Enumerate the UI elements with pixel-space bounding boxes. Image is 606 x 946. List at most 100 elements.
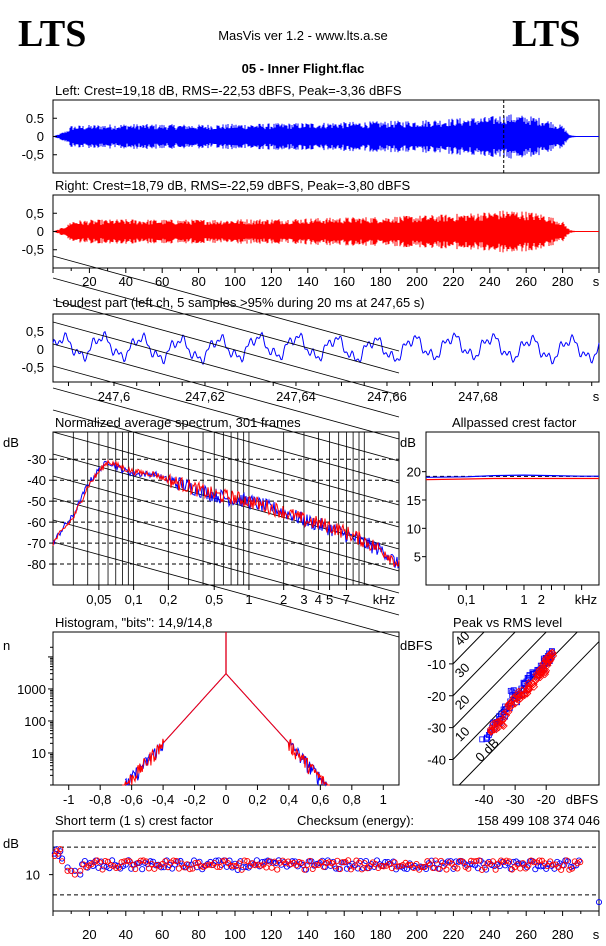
short-term-xtick-label: 20 bbox=[82, 927, 96, 942]
short-term-point bbox=[532, 866, 539, 873]
short-term-point bbox=[59, 858, 66, 865]
short-term-point bbox=[140, 857, 147, 864]
short-term-point bbox=[439, 859, 446, 866]
time-tick-label: 100 bbox=[224, 274, 246, 289]
spectrum-xtick-label: 1 bbox=[245, 592, 252, 607]
spectrum-slope-line bbox=[52, 475, 400, 572]
spectrum-slope-line bbox=[52, 409, 400, 506]
short-term-point bbox=[476, 857, 483, 864]
peak-vs-rms-xtick-label: -30 bbox=[506, 792, 525, 807]
short-term-point bbox=[391, 859, 398, 866]
short-term-xunit: s bbox=[593, 927, 600, 942]
allpassed-series-line bbox=[425, 477, 599, 481]
short-term-point bbox=[245, 864, 252, 871]
spectrum-frame bbox=[52, 431, 400, 586]
short-term-point bbox=[107, 861, 114, 868]
crest-line-label: 40 bbox=[452, 628, 473, 649]
short-term-point bbox=[566, 866, 573, 873]
histogram-yaxis: 1000 100 10 bbox=[17, 646, 53, 786]
time-tick-label: 160 bbox=[333, 274, 355, 289]
histogram-ytick-label: 1000 bbox=[17, 682, 46, 697]
short-term-point bbox=[394, 863, 401, 870]
short-term-point bbox=[139, 866, 146, 873]
short-term-point bbox=[524, 864, 531, 871]
short-term-point bbox=[99, 866, 106, 873]
left-ytick-label: -0,5 bbox=[22, 147, 44, 162]
short-term-point bbox=[577, 859, 584, 866]
short-term-point bbox=[189, 865, 196, 872]
peak-vs-rms-xaxis: -40 -30 -20 bbox=[475, 785, 556, 807]
loudest-part-frame bbox=[52, 313, 600, 383]
allpassed-crest-title: Allpassed crest factor bbox=[452, 415, 577, 430]
crest-line-label: 30 bbox=[452, 660, 473, 681]
lts-logo-right: LTS bbox=[512, 13, 580, 55]
short-term-point bbox=[115, 864, 122, 871]
time-tick-label: 240 bbox=[479, 274, 501, 289]
short-term-xtick-label: 260 bbox=[515, 927, 537, 942]
short-term-point bbox=[334, 857, 341, 864]
short-term-point bbox=[549, 861, 557, 868]
peak-vs-rms-xtick-label: -40 bbox=[475, 792, 494, 807]
short-term-point bbox=[519, 860, 526, 867]
short-term-crest-panel: Short term (1 s) crest factor Checksum (… bbox=[3, 813, 603, 942]
peak-vs-rms-point bbox=[489, 719, 498, 728]
short-term-xtick-label: 280 bbox=[552, 927, 574, 942]
spectrum-xtick-label: 7 bbox=[343, 592, 350, 607]
peak-vs-rms-ytick-label: -10 bbox=[427, 657, 446, 672]
peak-vs-rms-xtick-label: -20 bbox=[537, 792, 556, 807]
spectrum-series bbox=[52, 459, 400, 569]
short-term-point bbox=[397, 863, 404, 870]
allpassed-ylabel: dB bbox=[400, 435, 416, 450]
short-term-point bbox=[193, 864, 200, 871]
short-term-point bbox=[525, 862, 532, 869]
loudest-axis-unit: s bbox=[593, 389, 600, 404]
allpassed-xtick-label: 1 bbox=[520, 592, 527, 607]
spectrum-xtick-label: 5 bbox=[326, 592, 333, 607]
spectrum-slope-line bbox=[52, 431, 400, 528]
peak-vs-rms-point bbox=[520, 679, 527, 686]
short-term-point bbox=[388, 865, 395, 872]
short-term-point bbox=[132, 866, 139, 873]
short-term-point bbox=[484, 860, 491, 867]
short-term-grid bbox=[53, 846, 599, 896]
peak-vs-rms-xunit: dBFS bbox=[566, 792, 599, 807]
peak-vs-rms-point bbox=[529, 678, 538, 687]
loudest-ytick-label: 0 bbox=[37, 342, 44, 357]
short-term-point bbox=[113, 864, 120, 871]
short-term-point bbox=[264, 857, 271, 864]
spectrum-clip-ref bbox=[53, 432, 399, 585]
peak-vs-rms-point bbox=[525, 685, 534, 694]
time-tick-label: 80 bbox=[191, 274, 205, 289]
short-term-point bbox=[469, 861, 476, 868]
short-term-point bbox=[192, 859, 199, 867]
spectrum-xaxis: 0,05 0,1 0,2 0,5 1 2 3 4 5 7 bbox=[86, 585, 350, 607]
loudest-tick-label: 247,6 bbox=[98, 389, 131, 404]
short-term-point bbox=[454, 865, 461, 872]
histogram-xtick-label: 1 bbox=[380, 792, 387, 807]
short-term-point bbox=[268, 864, 275, 871]
short-term-point bbox=[124, 857, 131, 864]
allpassed-frame bbox=[425, 431, 600, 586]
short-term-point bbox=[403, 865, 411, 873]
crest-line bbox=[458, 641, 600, 786]
spectrum-panel: Normalized average spectrum, 301 frames … bbox=[3, 255, 400, 638]
file-title: 05 - Inner Flight.flac bbox=[242, 61, 365, 76]
histogram-xtick-label: 0,8 bbox=[343, 792, 361, 807]
short-term-point bbox=[506, 858, 513, 865]
short-term-point bbox=[465, 865, 472, 872]
short-term-point bbox=[257, 862, 264, 869]
peak-vs-rms-point bbox=[520, 690, 529, 700]
short-term-point bbox=[169, 865, 176, 872]
short-term-point bbox=[331, 863, 338, 870]
left-waveform-title: Left: Crest=19,18 dB, RMS=-22,53 dBFS, P… bbox=[55, 83, 402, 98]
left-ytick-label: 0.5 bbox=[26, 111, 44, 126]
short-term-point bbox=[455, 858, 462, 865]
short-term-point bbox=[57, 846, 64, 853]
short-term-point bbox=[473, 857, 480, 865]
short-term-frame bbox=[52, 830, 600, 912]
short-term-point bbox=[96, 859, 103, 866]
allpassed-yaxis: 20 15 10 5 bbox=[407, 465, 426, 565]
time-tick-label: 280 bbox=[552, 274, 574, 289]
short-term-point bbox=[160, 864, 168, 871]
right-ytick-label: 0,5 bbox=[26, 206, 44, 221]
